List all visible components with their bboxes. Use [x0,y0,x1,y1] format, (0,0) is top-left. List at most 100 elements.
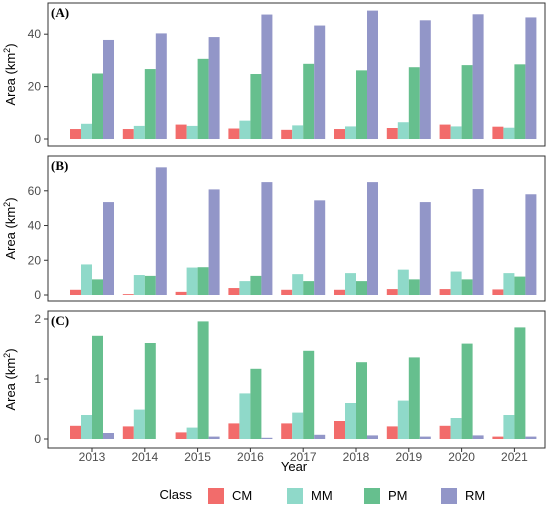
bar-rm-2014 [155,33,167,139]
x-tick-label: 2017 [290,450,317,464]
bar-rm-2015 [208,37,220,139]
bar-pm-2021 [514,327,526,439]
bar-rm-2021 [525,194,537,295]
bar-cm-2014 [122,426,134,439]
bar-cm-2019 [386,426,398,439]
x-axis-title: Year [281,459,308,474]
bar-mm-2016 [239,120,251,139]
y-tick-label: 0 [34,288,41,302]
bar-pm-2015 [197,58,209,139]
x-tick-label: 2021 [501,450,528,464]
legend-swatch-pm [364,488,380,504]
y-tick-label: 40 [28,219,42,233]
y-tick-label: 40 [28,27,42,41]
bar-mm-2018 [345,403,356,439]
bar-rm-2020 [472,14,484,139]
panel-b: 0 20 40 60 (B) Area (km2) [2,155,546,302]
x-tick-label: 2020 [448,450,475,464]
bar-pm-2013 [92,279,103,295]
bar-cm-2013 [70,129,81,139]
bar-mm-2020 [450,418,462,439]
bar-mm-2021 [503,415,515,439]
bar-pm-2014 [144,343,156,439]
bar-rm-2019 [419,20,431,140]
bar-rm-2016 [261,14,273,139]
bar-pm-2014 [144,275,156,295]
bar-rm-2015 [208,189,220,295]
bar-pm-2018 [356,281,367,295]
panel-a: 0 20 40 (A) Area (km2) [2,2,546,147]
bar-mm-2013 [81,123,92,139]
bar-cm-2016 [228,423,240,439]
bar-pm-2017 [303,281,315,295]
legend-swatch-rm [441,488,457,504]
bar-mm-2021 [503,127,515,139]
x-tick-label: 2016 [237,450,264,464]
bar-mm-2015 [186,427,198,439]
bar-pm-2020 [461,279,473,295]
bar-rm-2017 [314,434,326,439]
bar-pm-2016 [250,74,262,139]
bar-pm-2021 [514,64,526,139]
bar-cm-2016 [228,128,240,139]
bar-cm-2020 [439,425,451,439]
bar-rm-2014 [155,167,167,295]
bar-mm-2015 [186,125,198,139]
bar-cm-2013 [70,289,81,295]
bar-mm-2020 [450,126,462,139]
bar-cm-2015 [175,432,187,439]
bar-cm-2017 [281,289,293,295]
y-tick-label: 60 [28,184,42,198]
bar-rm-2018 [367,435,378,439]
bar-cm-2018 [334,289,345,295]
bar-mm-2014 [133,125,145,139]
bar-cm-2020 [439,124,451,139]
bar-mm-2019 [397,269,409,295]
bar-mm-2016 [239,281,251,295]
bar-cm-2021 [492,436,504,439]
y-tick-label: 0 [34,132,41,146]
bar-rm-2018 [367,182,378,295]
x-tick-label: 2013 [79,450,106,464]
bar-pm-2020 [461,65,473,139]
bar-cm-2019 [386,289,398,295]
bar-rm-2019 [419,436,431,439]
bar-rm-2013 [103,433,114,439]
legend-label-pm: PM [388,488,408,503]
bar-pm-2016 [250,275,262,295]
bar-mm-2019 [397,400,409,439]
bar-cm-2021 [492,126,504,139]
bar-cm-2015 [175,124,187,139]
bar-cm-2021 [492,289,504,295]
bar-pm-2015 [197,267,209,295]
legend-label-cm: CM [232,488,252,503]
bar-mm-2014 [133,275,145,295]
bar-pm-2016 [250,368,262,439]
x-tick-label: 2019 [395,450,422,464]
bar-cm-2017 [281,129,293,139]
y-tick-label: 20 [28,253,42,267]
bar-pm-2013 [92,73,103,139]
bar-pm-2014 [144,69,156,139]
bar-pm-2018 [356,70,367,139]
bar-rm-2015 [208,436,220,439]
bar-rm-2019 [419,202,431,295]
bar-cm-2019 [386,128,398,139]
bar-pm-2017 [303,350,315,439]
bar-cm-2015 [175,291,187,295]
bar-pm-2019 [408,67,420,139]
bar-rm-2018 [367,10,378,140]
panel-label: (A) [51,5,69,20]
bar-mm-2015 [186,267,198,295]
bar-rm-2021 [525,436,537,439]
bar-mm-2017 [292,125,304,139]
bar-mm-2021 [503,273,515,295]
y-axis-title: Area (km2) [2,197,18,259]
legend-label-mm: MM [311,488,333,503]
legend-swatch-mm [287,488,303,504]
bar-cm-2013 [70,425,81,439]
legend-label-rm: RM [465,488,485,503]
bar-cm-2014 [122,294,134,295]
bar-mm-2016 [239,393,251,439]
